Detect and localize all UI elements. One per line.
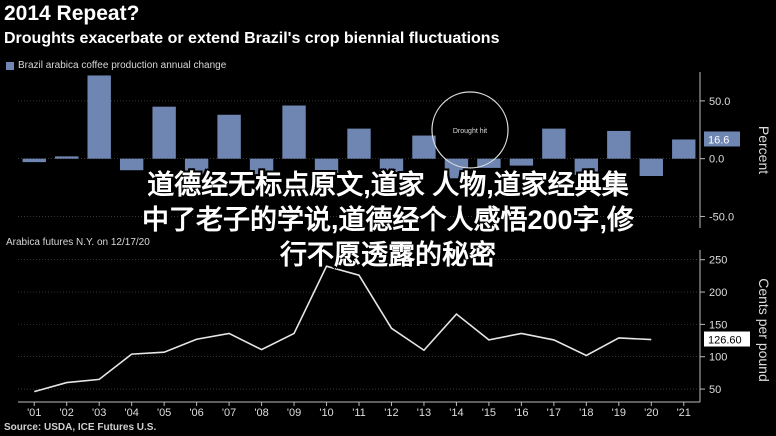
x-tick-label: '13 xyxy=(417,407,431,419)
x-tick-label: '21 xyxy=(677,407,691,419)
bar-mark xyxy=(542,128,566,159)
bar-tick-label: 50.0 xyxy=(709,96,730,108)
bar-y-axis-label: Percent xyxy=(756,126,772,174)
x-tick-label: '05 xyxy=(157,407,171,419)
line-tick-label: 200 xyxy=(709,287,727,299)
x-tick-label: '04 xyxy=(124,407,138,419)
bar-mark xyxy=(379,158,404,174)
bar-mark xyxy=(282,105,306,159)
x-tick-label: '11 xyxy=(352,407,366,419)
bar-mark xyxy=(22,158,46,163)
chart-title: 2014 Repeat? xyxy=(4,2,140,25)
bar-mark xyxy=(119,158,144,171)
bar-last-value-box xyxy=(704,131,740,147)
x-tick-label: '15 xyxy=(482,407,496,419)
x-tick-label: '14 xyxy=(449,407,463,419)
x-tick-label: '08 xyxy=(254,407,268,419)
bar-mark xyxy=(87,75,111,159)
x-tick-label: '02 xyxy=(60,407,74,419)
bar-mark xyxy=(444,158,469,179)
x-tick-label: '16 xyxy=(514,407,528,419)
bar-mark xyxy=(412,135,436,159)
x-tick-label: '06 xyxy=(189,407,203,419)
bar-mark xyxy=(314,158,339,180)
x-tick-label: '07 xyxy=(222,407,236,419)
bar-legend: Brazil arabica coffee production annual … xyxy=(6,60,226,71)
bar-legend-label: Brazil arabica coffee production annual … xyxy=(18,60,227,71)
chart-subtitle: Droughts exacerbate or extend Brazil's c… xyxy=(4,30,500,47)
x-tick-label: '20 xyxy=(644,407,658,419)
bar-mark xyxy=(152,106,176,159)
line-tick-label: 50 xyxy=(709,384,721,396)
line-tick-label: 150 xyxy=(709,319,727,331)
bar-mark xyxy=(347,128,371,159)
x-tick-label: '01 xyxy=(27,407,41,419)
source-note: Source: USDA, ICE Futures U.S. xyxy=(4,422,157,433)
bar-mark xyxy=(249,158,274,175)
line-legend: Arabica futures N.Y. on 12/17/20 xyxy=(6,237,150,248)
line-y-axis-label: Cents per pound xyxy=(756,278,772,382)
bar-mark xyxy=(184,158,209,175)
x-tick-label: '18 xyxy=(579,407,593,419)
bar-mark xyxy=(574,158,599,175)
bar-mark xyxy=(607,130,631,159)
x-tick-label: '19 xyxy=(612,407,626,419)
x-tick-label: '12 xyxy=(384,407,398,419)
line-tick-label: 250 xyxy=(709,255,727,267)
bar-tick-label: -50.0 xyxy=(709,211,734,223)
x-tick-label: '03 xyxy=(92,407,106,419)
bar-tick-label: 0.0 xyxy=(709,154,724,166)
x-tick-label: '10 xyxy=(319,407,333,419)
line-legend-label: Arabica futures N.Y. on 12/17/20 xyxy=(6,237,150,248)
bar-mark xyxy=(672,139,696,159)
x-tick-label: '17 xyxy=(547,407,561,419)
line-last-value-box xyxy=(704,331,750,347)
bar-mark xyxy=(639,158,663,176)
price-series-line xyxy=(34,265,652,393)
bar-mark xyxy=(509,158,534,166)
bar-last-value-label: 16.6 xyxy=(708,134,729,146)
bar-mark xyxy=(55,156,79,159)
bar-legend-swatch xyxy=(6,61,14,70)
bar-mark xyxy=(217,114,241,159)
drought-annotation-circle xyxy=(431,91,509,169)
drought-annotation-label: Drought hit xyxy=(453,128,487,135)
x-tick-label: '09 xyxy=(287,407,301,419)
line-last-value-label: 126.60 xyxy=(708,335,742,347)
line-tick-label: 100 xyxy=(709,352,727,364)
